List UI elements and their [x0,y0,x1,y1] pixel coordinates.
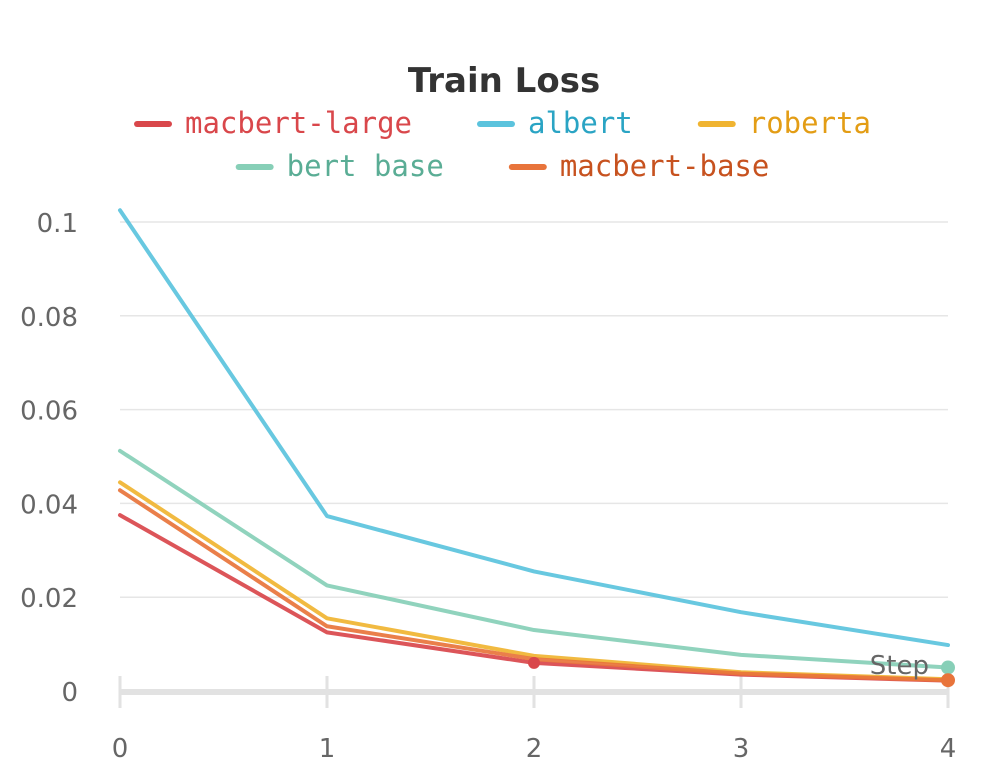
x-tick-label: 1 [319,734,336,764]
y-tick-label: 0.08 [20,303,78,333]
series-line-bert-base [118,448,950,670]
y-tick-label: 0 [61,678,78,708]
markers [528,656,955,688]
legend-item: bert base [235,149,444,183]
legend-label: roberta [749,106,871,140]
marker-point [941,673,955,688]
chart-title: Train Loss [408,61,600,101]
y-tick-label: 0.06 [20,397,78,427]
y-tick-label: 0.04 [20,490,78,520]
legend-item: roberta [697,106,871,140]
legend-label: macbert-large [185,106,412,140]
legend-label: macbert-base [560,149,770,183]
marker-point [528,656,540,669]
x-tick-label: 2 [526,734,543,764]
legend-label: bert base [287,149,444,183]
legend-label: albert [528,106,633,140]
x-tick-label: 0 [112,734,129,764]
y-tick-label: 0.02 [20,584,78,614]
x-tick-label: 3 [733,734,750,764]
legend-item: macbert-large [134,106,412,140]
legend: macbert-large albert roberta bert base macbe… [134,106,871,183]
legend-item: albert [477,106,633,140]
x-axis: 0 1 2 3 4 [112,676,957,764]
x-axis-label: Step [870,651,929,681]
series-line-roberta [118,480,950,682]
legend-item: macbert-base [508,149,770,183]
series-lines [118,208,950,683]
grid [120,221,948,598]
y-axis: 0 0.02 0.04 0.06 0.08 0.1 [20,209,78,708]
marker-point [941,660,955,675]
y-tick-label: 0.1 [37,209,78,239]
series-line-albert [118,208,950,648]
x-tick-label: 4 [940,734,957,764]
